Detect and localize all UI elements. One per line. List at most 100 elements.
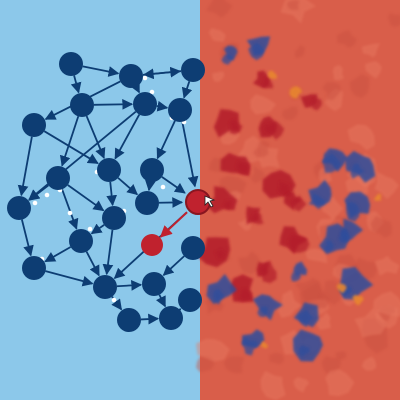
graph-node — [142, 272, 166, 296]
red-splotch — [236, 161, 250, 175]
blue-splotch — [212, 288, 225, 305]
blue-splotch — [291, 272, 302, 282]
graph-node — [70, 93, 94, 117]
graph-edge — [140, 313, 160, 325]
red-splotch — [261, 76, 274, 89]
graph-edge — [169, 308, 182, 320]
graph-edge — [61, 188, 79, 230]
graph-edge — [67, 184, 105, 212]
texture-mottle — [374, 255, 400, 276]
red-splotch — [288, 234, 310, 253]
texture-mottle — [322, 82, 342, 100]
texture-mottle — [196, 338, 230, 362]
red-splotch — [263, 120, 285, 140]
texture-mottle — [332, 64, 345, 81]
graph-node — [159, 306, 183, 330]
texture-mottle — [374, 171, 399, 200]
texture-mottle — [281, 106, 299, 121]
blue-splotch — [298, 309, 315, 328]
graph-edge — [116, 279, 143, 291]
graph-edge — [130, 81, 140, 94]
orange-fleck — [289, 86, 303, 99]
texture-mottle — [349, 74, 370, 99]
graph-edge — [28, 110, 137, 201]
graph-node — [69, 229, 93, 253]
graph-node — [135, 191, 159, 215]
texture-mottle — [212, 71, 225, 82]
texture-mottle — [253, 140, 270, 158]
graph-edge — [21, 219, 34, 257]
texture-mottle — [365, 61, 382, 79]
texture-mottle — [286, 0, 300, 10]
junction-dot — [111, 297, 117, 303]
texture-splotches — [196, 0, 400, 400]
orange-fleck — [373, 193, 382, 201]
texture-mottle — [372, 291, 400, 317]
graph-edge — [117, 177, 139, 196]
texture-mottle — [304, 248, 328, 264]
highlight-edge — [159, 211, 188, 238]
graph-edge — [43, 130, 99, 165]
texture-mottle — [337, 30, 357, 48]
graph-edge — [17, 136, 33, 197]
highlight-node — [141, 234, 163, 256]
junction-dot — [32, 200, 38, 206]
red-splotch — [197, 237, 231, 268]
graph-node — [181, 236, 205, 260]
graph-edge — [85, 115, 106, 159]
junction-dot — [142, 75, 148, 81]
graph-edge — [142, 68, 182, 80]
blue-splotch — [344, 150, 376, 183]
red-splotch — [277, 181, 292, 198]
graph-edge — [181, 121, 199, 188]
blue-splotch — [257, 306, 268, 318]
graph-node — [59, 52, 83, 76]
texture-mottle — [250, 94, 277, 115]
graph-edge — [106, 181, 118, 207]
graph-node — [117, 308, 141, 332]
graph-node — [178, 288, 202, 312]
texture-mottle — [361, 356, 377, 371]
red-splotch — [214, 249, 227, 260]
graph-node — [22, 113, 46, 137]
blue-splotch — [321, 153, 342, 173]
texture-mottle — [250, 165, 266, 183]
graph-edge — [85, 251, 100, 277]
graph-node — [181, 58, 205, 82]
texture-mottle — [238, 251, 261, 275]
texture-mottle — [387, 12, 400, 27]
blue-splotch — [293, 261, 308, 276]
graph-edge — [156, 120, 176, 160]
graph-node — [46, 166, 70, 190]
graph-edge — [93, 98, 134, 110]
graph-edge — [44, 246, 72, 263]
graph-node — [168, 98, 192, 122]
orange-fleck — [352, 294, 364, 306]
blue-splotch — [323, 240, 335, 252]
texture-mottle — [223, 356, 245, 374]
graph-node — [140, 158, 164, 182]
texture-mottle — [295, 45, 305, 59]
red-splotch — [292, 195, 307, 212]
graph-edge — [114, 114, 141, 160]
graph-edge — [161, 176, 186, 194]
red-splotch — [258, 260, 277, 284]
texture-mottle — [361, 43, 381, 58]
graph-edge — [70, 75, 82, 94]
texture-mottle — [260, 370, 286, 400]
graph-edge — [102, 229, 114, 276]
texture-mottle — [325, 369, 355, 397]
red-splotch — [250, 212, 264, 225]
texture-mottle — [293, 376, 310, 393]
graph-edge — [162, 255, 185, 276]
blue-splotch — [338, 231, 350, 243]
texture-mottle — [269, 352, 284, 365]
graph-node — [22, 256, 46, 280]
texture-mottle — [315, 312, 332, 330]
blue-splotch — [248, 42, 265, 61]
junction-dot — [67, 210, 73, 216]
orange-fleck — [267, 70, 277, 79]
graph-edge — [90, 223, 105, 235]
graph-edge — [156, 100, 169, 112]
